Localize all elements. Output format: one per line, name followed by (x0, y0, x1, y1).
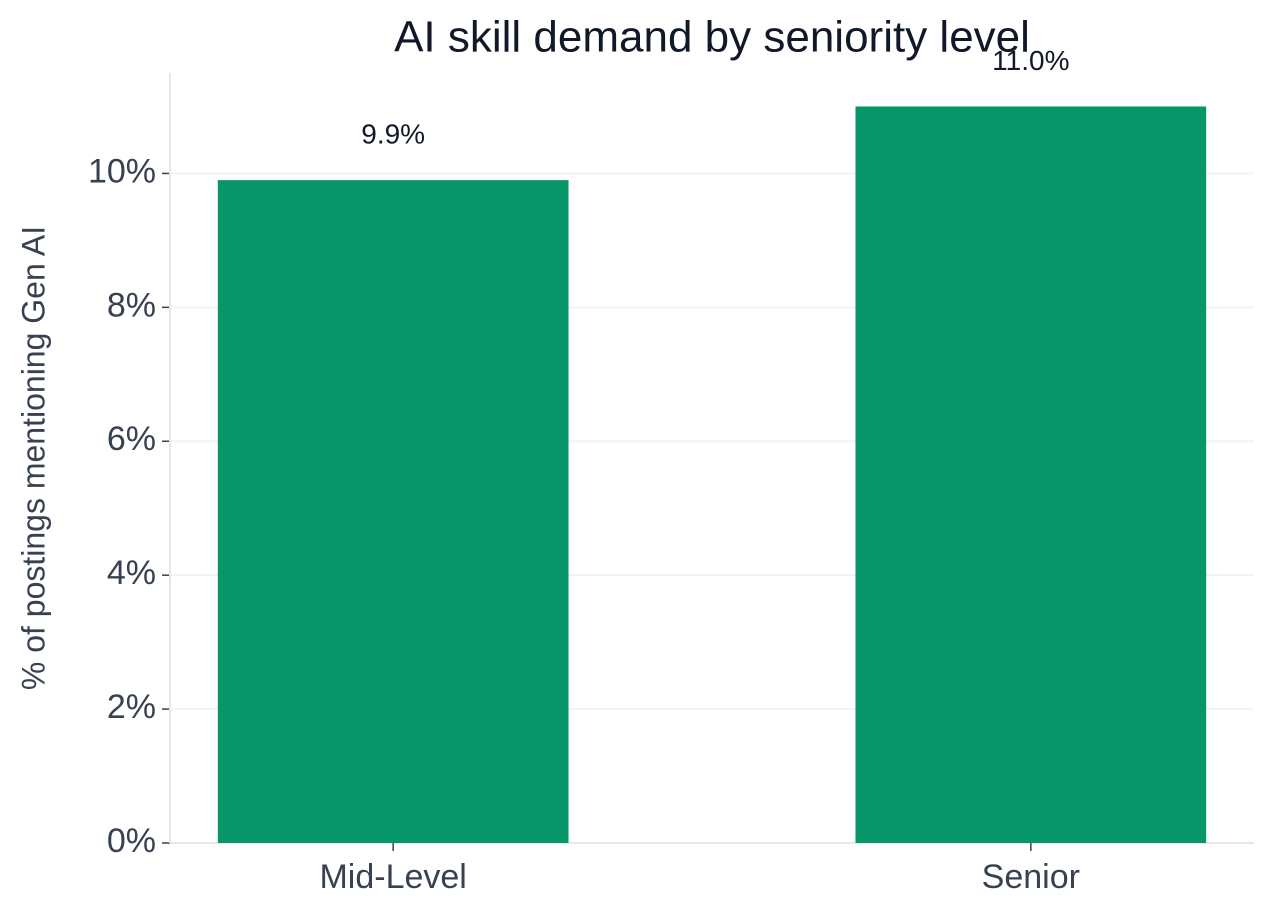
y-tick-label: 4% (107, 554, 156, 592)
y-tick-label: 0% (107, 822, 156, 860)
bar (217, 180, 569, 843)
y-axis-label: % of postings mentioning Gen AI (15, 226, 51, 690)
chart-title: AI skill demand by seniority level (394, 13, 1030, 62)
x-tick-label: Senior (982, 858, 1080, 896)
bar (855, 106, 1207, 843)
value-label: 11.0% (992, 45, 1069, 76)
x-tick-label: Mid-Level (319, 858, 466, 896)
y-tick-label: 6% (107, 420, 156, 458)
value-label: 9.9% (361, 119, 425, 150)
y-tick-label: 2% (107, 688, 156, 726)
y-tick-label: 8% (107, 286, 156, 324)
y-tick-label: 10% (88, 152, 156, 190)
